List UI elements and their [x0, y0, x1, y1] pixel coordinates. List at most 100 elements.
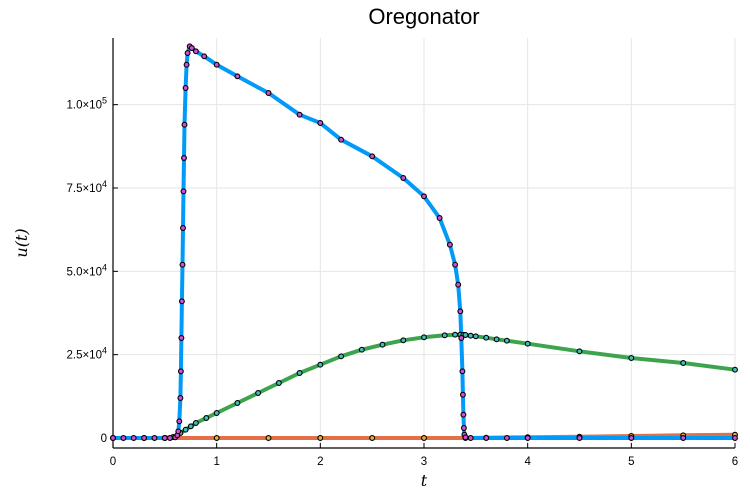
data-point	[680, 360, 687, 366]
data-point	[462, 434, 469, 441]
data-point	[120, 435, 127, 441]
y-axis-label: u(t)	[12, 228, 31, 257]
x-tick-label: 2	[317, 456, 323, 468]
data-point	[275, 380, 282, 386]
data-point	[317, 435, 324, 441]
y-tick-label: 5.0×104	[66, 262, 107, 278]
x-tick-label: 1	[213, 456, 219, 468]
data-point	[265, 90, 272, 96]
data-point	[265, 435, 272, 441]
y-tick-label: 0	[101, 433, 107, 445]
data-point	[441, 332, 448, 339]
data-point	[255, 390, 262, 396]
data-point	[459, 391, 466, 398]
grid-lines	[112, 38, 736, 448]
data-point	[628, 435, 635, 441]
data-point	[192, 48, 199, 55]
data-point	[472, 333, 479, 340]
data-point	[338, 353, 345, 360]
data-point	[234, 73, 241, 80]
data-point	[183, 61, 190, 68]
data-point	[452, 261, 459, 268]
data-point	[151, 435, 158, 441]
data-point	[167, 435, 173, 441]
data-point	[483, 435, 490, 441]
data-point	[379, 341, 386, 348]
data-point	[182, 85, 189, 91]
data-point	[369, 435, 376, 441]
data-point	[467, 435, 474, 441]
series-markers	[110, 43, 738, 441]
y-tick-label: 2.5×104	[66, 346, 107, 362]
data-point	[110, 435, 116, 441]
data-point	[180, 225, 186, 231]
data-point	[213, 435, 220, 441]
data-point	[180, 188, 187, 195]
data-point	[203, 415, 210, 421]
data-point	[400, 337, 407, 344]
data-point	[455, 281, 462, 288]
data-point	[338, 136, 345, 143]
data-point	[179, 261, 186, 268]
data-point	[576, 348, 583, 355]
data-point	[369, 153, 376, 160]
data-point	[421, 193, 427, 200]
data-point	[680, 435, 687, 441]
data-point	[181, 155, 187, 161]
data-point	[493, 336, 500, 343]
data-point	[524, 435, 531, 441]
data-point	[524, 340, 531, 347]
data-point	[296, 111, 303, 118]
data-point	[576, 435, 583, 441]
x-tick-label: 0	[110, 456, 116, 468]
data-point	[296, 370, 303, 376]
data-point	[141, 435, 148, 441]
x-tick-label: 5	[628, 456, 634, 468]
data-point	[317, 120, 324, 126]
data-point	[213, 410, 220, 416]
data-point	[467, 332, 474, 339]
data-point	[187, 423, 194, 430]
data-point	[483, 334, 490, 341]
data-point	[175, 428, 182, 435]
data-point	[503, 337, 510, 344]
data-point	[161, 435, 168, 441]
y-ticks: 0 2.5×104 5.0×104 7.5×104 1.0×105	[66, 96, 118, 445]
data-point	[184, 50, 191, 56]
data-point	[188, 45, 195, 51]
x-ticks: 0 1 2 3 4 5 6	[110, 443, 738, 468]
data-point	[177, 395, 184, 401]
x-tick-label: 4	[524, 456, 531, 468]
y-tick-label: 7.5×104	[66, 179, 107, 195]
data-point	[176, 418, 183, 425]
data-point	[452, 331, 459, 338]
data-point	[177, 368, 184, 375]
data-point	[178, 298, 185, 305]
data-point	[421, 334, 427, 341]
data-point	[317, 361, 324, 368]
data-point	[234, 400, 241, 406]
data-point	[459, 368, 466, 375]
data-point	[400, 175, 407, 181]
data-point	[628, 355, 635, 361]
data-point	[421, 435, 427, 441]
data-point	[192, 420, 199, 426]
data-point	[178, 335, 185, 341]
x-axis-label: t	[421, 471, 428, 490]
data-point	[732, 366, 738, 373]
data-point	[130, 435, 137, 441]
data-point	[732, 435, 738, 441]
x-tick-label: 6	[732, 456, 738, 468]
data-point	[458, 335, 465, 341]
data-point	[436, 215, 443, 221]
data-point	[460, 425, 467, 431]
data-point	[460, 411, 467, 418]
x-tick-label: 3	[421, 456, 427, 468]
data-point	[446, 241, 453, 248]
data-point	[213, 61, 220, 68]
data-point	[181, 121, 188, 128]
data-point	[201, 53, 208, 60]
data-point	[457, 308, 464, 315]
data-point	[358, 346, 365, 353]
